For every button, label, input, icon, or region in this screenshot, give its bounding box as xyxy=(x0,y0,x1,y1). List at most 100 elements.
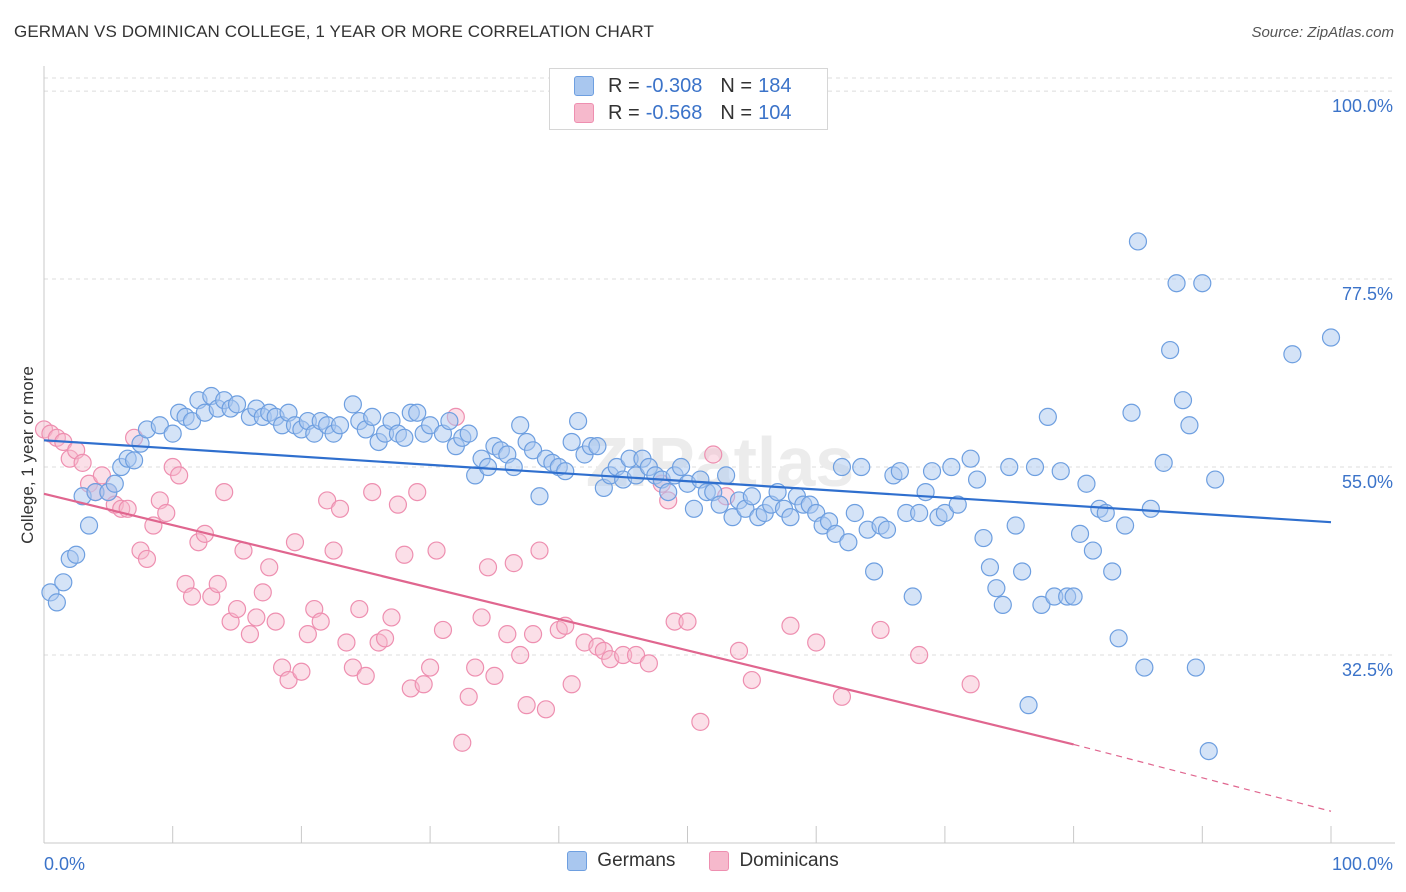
n-value: 104 xyxy=(758,101,792,124)
dominican-point xyxy=(240,625,260,644)
dominican-point xyxy=(356,666,375,686)
dominican-point xyxy=(781,616,800,635)
dominican-point xyxy=(137,549,157,569)
dominican-point xyxy=(807,633,826,652)
x-tick-label: 0.0% xyxy=(44,854,85,874)
german-point xyxy=(1064,587,1083,606)
dominican-point xyxy=(285,533,305,552)
dominican-point xyxy=(157,503,176,523)
legend-row-dominicans: R = -0.568 N = 104 xyxy=(574,100,791,126)
y-tick-label: 100.0% xyxy=(1332,96,1393,116)
dominican-point xyxy=(414,675,433,694)
germans-trend-line xyxy=(43,439,1332,524)
dominican-point xyxy=(279,670,298,690)
dominicans-trend-line xyxy=(43,492,1074,746)
dominican-point xyxy=(324,541,343,560)
n-label: N = xyxy=(720,101,753,124)
source-label: Source: ZipAtlas.com xyxy=(1251,24,1394,41)
german-point xyxy=(562,432,581,452)
german-point xyxy=(1051,462,1070,481)
dominican-point xyxy=(536,700,556,719)
german-point xyxy=(717,466,736,485)
r-label: R = xyxy=(608,74,640,97)
german-point xyxy=(1115,516,1135,535)
dominican-point xyxy=(382,608,401,627)
german-point xyxy=(569,411,588,431)
german-point xyxy=(124,451,144,470)
chart-title: GERMAN VS DOMINICAN COLLEGE, 1 YEAR OR M… xyxy=(14,22,654,41)
german-point xyxy=(1025,457,1045,477)
legend-item-dominicans[interactable]: Dominicans xyxy=(709,850,839,872)
german-point xyxy=(1283,345,1302,364)
dominican-point xyxy=(639,654,658,673)
german-point xyxy=(974,528,993,548)
german-point xyxy=(1006,516,1025,535)
german-point xyxy=(1013,562,1032,581)
german-point xyxy=(993,595,1012,614)
german-point xyxy=(1135,658,1154,677)
german-point xyxy=(1077,474,1096,493)
legend-row-germans: R = -0.308 N = 184 xyxy=(574,73,791,99)
legend-item-germans[interactable]: Germans xyxy=(567,850,675,872)
german-point xyxy=(935,503,955,523)
german-point xyxy=(79,516,99,535)
dominican-point xyxy=(292,662,311,681)
dominican-point xyxy=(472,608,491,627)
dominican-point xyxy=(73,453,92,472)
german-point xyxy=(852,457,871,477)
german-point xyxy=(1109,629,1128,648)
y-tick-label: 77.5% xyxy=(1342,284,1393,304)
dominican-point xyxy=(614,645,633,665)
dominican-point xyxy=(311,612,330,631)
n-label: N = xyxy=(720,74,753,97)
germans-label: Germans xyxy=(597,850,676,871)
german-point xyxy=(1206,470,1225,489)
dominican-point xyxy=(247,608,266,627)
german-point xyxy=(1122,403,1141,422)
dominicans-trend-extension xyxy=(1073,743,1332,812)
german-point xyxy=(150,416,169,435)
german-point xyxy=(1173,391,1193,410)
german-point xyxy=(1128,232,1148,251)
dominican-point xyxy=(626,645,646,665)
german-point xyxy=(588,437,607,456)
dominican-point xyxy=(466,658,485,677)
german-point xyxy=(330,416,350,435)
dominican-point xyxy=(330,499,350,518)
german-point xyxy=(1038,407,1057,427)
german-point xyxy=(742,487,761,506)
dominican-point xyxy=(504,554,523,573)
german-point xyxy=(511,416,530,435)
dominican-point xyxy=(478,558,498,577)
german-point xyxy=(530,487,549,506)
german-point xyxy=(1083,541,1103,560)
german-point xyxy=(1193,274,1212,293)
german-point xyxy=(163,424,182,443)
german-point xyxy=(826,524,845,543)
german-point xyxy=(987,579,1006,598)
german-point xyxy=(440,411,459,431)
dominican-point xyxy=(215,482,234,502)
german-point xyxy=(1141,499,1160,518)
german-point xyxy=(723,508,742,527)
german-point xyxy=(1186,658,1205,677)
dominican-point xyxy=(318,491,337,510)
dominicans-points xyxy=(34,407,980,752)
german-point xyxy=(980,558,1000,577)
german-point xyxy=(105,474,124,493)
german-point xyxy=(47,593,66,612)
germans-points xyxy=(41,232,1341,761)
german-point xyxy=(684,499,704,518)
dominican-point xyxy=(691,712,710,731)
dominican-point xyxy=(375,629,395,648)
axes xyxy=(43,66,1395,844)
german-point xyxy=(626,466,646,485)
dominicans-label: Dominicans xyxy=(739,850,839,871)
grid xyxy=(44,77,1395,656)
dominican-point xyxy=(298,625,317,644)
german-point xyxy=(395,428,414,447)
dominican-point xyxy=(517,696,536,715)
r-value: -0.568 xyxy=(645,101,703,124)
dominican-point xyxy=(961,675,980,694)
